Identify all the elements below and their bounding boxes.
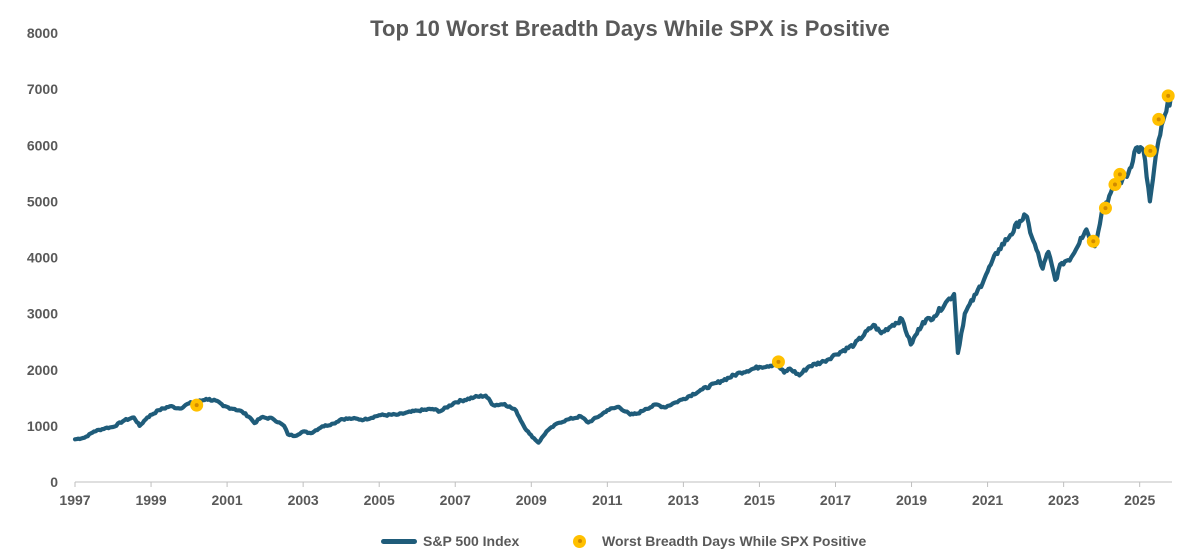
breadth-day-marker-center: [1103, 206, 1108, 211]
y-tick-label: 3000: [27, 306, 58, 322]
breadth-day-marker-center: [194, 403, 199, 408]
y-tick-label: 1000: [27, 418, 58, 434]
x-tick-label: 2023: [1048, 492, 1079, 508]
breadth-day-marker-center: [776, 359, 781, 364]
y-tick-label: 6000: [27, 137, 58, 153]
chart-title: Top 10 Worst Breadth Days While SPX is P…: [370, 16, 890, 41]
breadth-day-marker-center: [1091, 239, 1096, 244]
x-tick-label: 2001: [212, 492, 243, 508]
x-tick-label: 2009: [516, 492, 547, 508]
x-tick-label: 2005: [364, 492, 395, 508]
breadth-day-marker-center: [1166, 93, 1171, 98]
x-tick-label: 2007: [440, 492, 471, 508]
x-tick-label: 2025: [1124, 492, 1155, 508]
breadth-day-marker-center: [1148, 148, 1153, 153]
legend-dot-swatch: [573, 534, 586, 548]
breadth-day-marker-center: [1156, 117, 1161, 122]
legend: S&P 500 Index Worst Breadth Days While S…: [0, 533, 1200, 553]
legend-label-breadth-days: Worst Breadth Days While SPX Positive: [602, 533, 867, 549]
x-tick-label: 2019: [896, 492, 927, 508]
breadth-day-marker-center: [1112, 182, 1117, 187]
x-tick-label: 2011: [592, 492, 623, 508]
x-tick-label: 1997: [59, 492, 90, 508]
y-tick-label: 4000: [27, 250, 58, 266]
y-tick-label: 5000: [27, 193, 58, 209]
legend-label-sp500: S&P 500 Index: [423, 533, 520, 549]
legend-item-breadth-days: Worst Breadth Days While SPX Positive: [573, 533, 866, 549]
x-tick-label: 2003: [288, 492, 319, 508]
x-tick-label: 2015: [744, 492, 775, 508]
legend-line-swatch: [381, 538, 417, 544]
x-tick-label: 1999: [135, 492, 166, 508]
y-tick-label: 7000: [27, 81, 58, 97]
x-tick-label: 2013: [668, 492, 699, 508]
legend-item-sp500: S&P 500 Index: [381, 533, 519, 549]
y-tick-label: 2000: [27, 362, 58, 378]
y-tick-label: 0: [50, 474, 58, 490]
y-tick-label: 8000: [27, 25, 58, 41]
x-tick-label: 2021: [972, 492, 1003, 508]
breadth-day-marker-center: [1117, 172, 1122, 177]
x-tick-label: 2017: [820, 492, 851, 508]
series-line-sp500: [72, 92, 1174, 445]
